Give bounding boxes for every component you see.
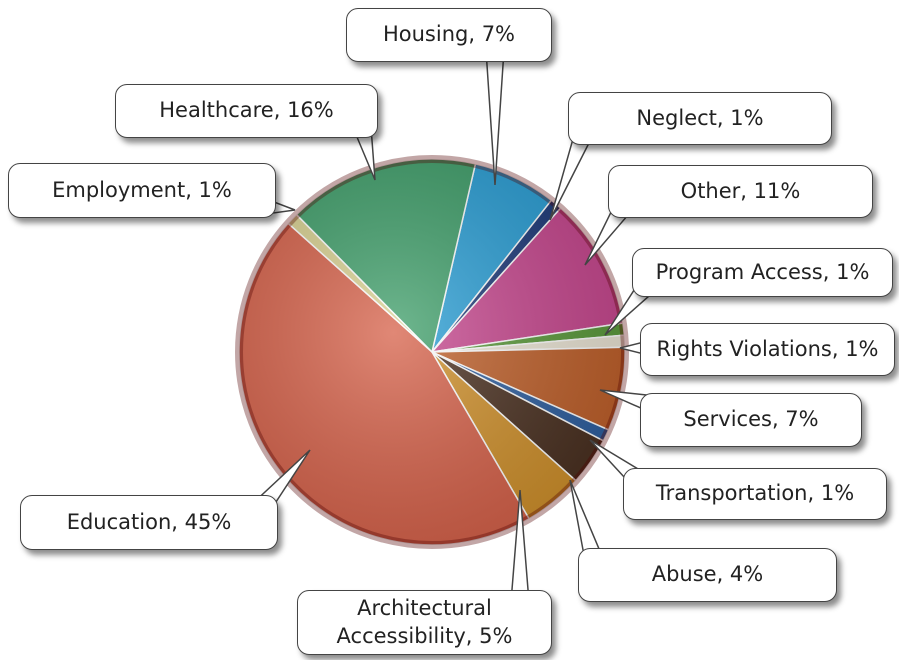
slice-label: Architectural Accessibility, 5% xyxy=(297,590,552,655)
slice-label: Services, 7% xyxy=(640,393,862,447)
slice-label: Transportation, 1% xyxy=(623,468,887,520)
slice-label: Neglect, 1% xyxy=(568,92,832,145)
slice-label: Other, 11% xyxy=(608,165,873,218)
slice-label: Rights Violations, 1% xyxy=(640,323,895,376)
slice-label: Education, 45% xyxy=(20,495,278,550)
pie-shine xyxy=(235,155,629,549)
slice-label: Healthcare, 16% xyxy=(115,84,378,138)
slices xyxy=(235,155,629,549)
slice-label: Program Access, 1% xyxy=(632,248,893,297)
slice-label: Abuse, 4% xyxy=(578,548,837,602)
slice-label: Employment, 1% xyxy=(8,163,276,218)
slice-label: Housing, 7% xyxy=(346,8,552,62)
